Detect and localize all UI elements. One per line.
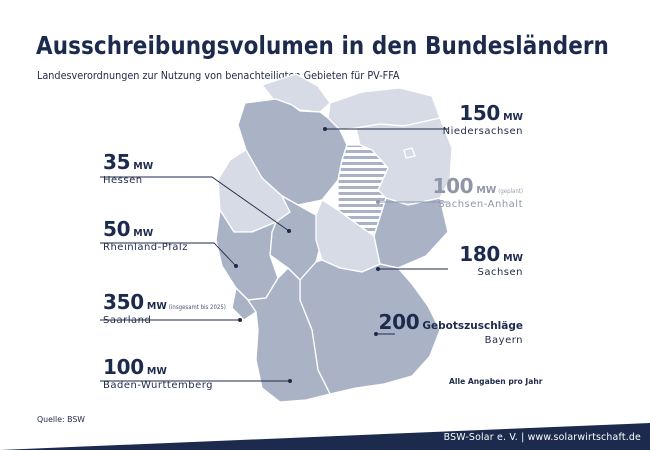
label-niedersachsen: 150 MW Niedersachsen bbox=[443, 101, 523, 137]
source-note: Quelle: BSW bbox=[37, 415, 85, 424]
state-sachsen bbox=[373, 197, 449, 269]
value-niedersachsen: 150 bbox=[459, 101, 501, 125]
state-baden-wuerttemberg bbox=[247, 267, 331, 403]
value-rheinland-pfalz: 50 bbox=[103, 217, 131, 241]
note-saarland: (insgesamt bis 2025) bbox=[168, 304, 226, 311]
footer-bar bbox=[0, 423, 650, 450]
value-hessen: 35 bbox=[103, 150, 131, 174]
state-name-saarland: Saarland bbox=[103, 315, 152, 326]
marker-sachsen bbox=[376, 267, 380, 271]
state-name-niedersachsen: Niedersachsen bbox=[442, 126, 523, 137]
marker-baden-wuerttemberg bbox=[288, 379, 292, 383]
value-sachsen: 180 bbox=[459, 242, 501, 266]
marker-saarland bbox=[238, 318, 242, 322]
leader-rheinland-pfalz bbox=[100, 242, 237, 267]
state-name-hessen: Hessen bbox=[103, 175, 143, 186]
value-bayern: 200 bbox=[378, 310, 420, 334]
state-saarland bbox=[231, 287, 257, 321]
marker-rheinland-pfalz bbox=[234, 264, 238, 268]
unit-saarland: MW bbox=[146, 301, 167, 312]
state-name-rheinland-pfalz: Rheinland-Pfalz bbox=[103, 242, 188, 253]
page-title: Ausschreibungsvolumen in den Bundeslände… bbox=[36, 31, 609, 60]
marker-sachsen-anhalt bbox=[376, 200, 380, 204]
marker-niedersachsen bbox=[323, 127, 327, 131]
leader-hessen bbox=[100, 176, 290, 232]
note-sachsen-anhalt: (geplant) bbox=[498, 188, 523, 195]
unit-rheinland-pfalz: MW bbox=[133, 228, 154, 239]
unit-sachsen: MW bbox=[503, 253, 523, 264]
state-name-baden-wuerttemberg: Baden-Württemberg bbox=[103, 380, 214, 391]
label-rheinland-pfalz: 50 MW Rheinland-Pfalz bbox=[103, 217, 188, 253]
unit-bayern: Gebotszuschläge bbox=[422, 320, 523, 332]
footer-credit: BSW-Solar e. V. | www.solarwirtschaft.de bbox=[443, 432, 641, 443]
unit-niedersachsen: MW bbox=[503, 112, 523, 123]
label-bayern: 200 Gebotszuschläge Bayern bbox=[379, 310, 523, 346]
marker-hessen bbox=[287, 229, 291, 233]
value-sachsen-anhalt: 100 bbox=[432, 174, 474, 198]
value-saarland: 350 bbox=[103, 290, 144, 314]
unit-baden-wuerttemberg: MW bbox=[146, 366, 167, 377]
unit-sachsen-anhalt: MW bbox=[476, 185, 497, 196]
state-berlin bbox=[403, 147, 416, 159]
footnote: Alle Angaben pro Jahr bbox=[449, 377, 543, 386]
state-name-sachsen-anhalt: Sachsen-Anhalt bbox=[438, 199, 523, 210]
state-name-bayern: Bayern bbox=[484, 335, 523, 346]
state-name-sachsen: Sachsen bbox=[477, 267, 523, 278]
label-sachsen-anhalt: 100 MW (geplant) Sachsen-Anhalt bbox=[432, 174, 523, 210]
label-baden-wuerttemberg: 100 MW Baden-Württemberg bbox=[103, 355, 213, 391]
page-subtitle: Landesverordnungen zur Nutzung von benac… bbox=[37, 70, 400, 82]
label-hessen: 35 MW Hessen bbox=[103, 150, 153, 186]
label-saarland: 350 MW (insgesamt bis 2025) Saarland bbox=[103, 290, 226, 326]
value-baden-wuerttemberg: 100 bbox=[103, 355, 144, 379]
marker-bayern bbox=[374, 332, 378, 336]
label-sachsen: 180 MW Sachsen bbox=[459, 242, 523, 278]
unit-hessen: MW bbox=[133, 161, 154, 172]
